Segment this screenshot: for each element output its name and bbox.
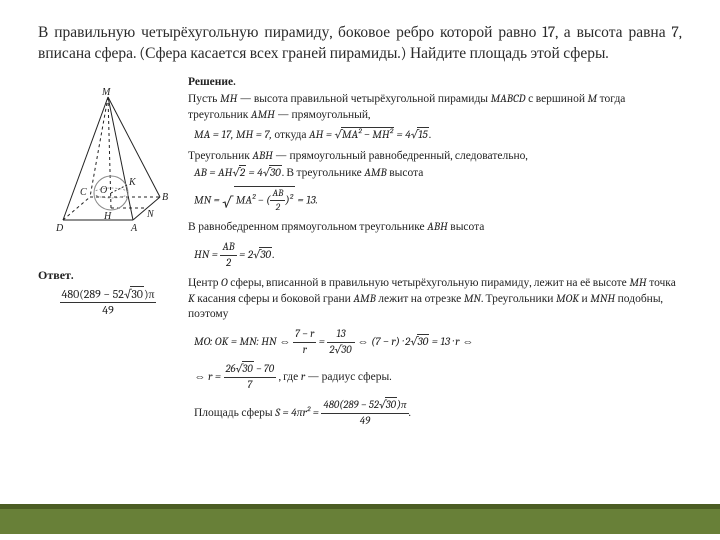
figure-pyramid: M D A B C H N O K (38, 80, 178, 250)
svg-text:O: O (100, 185, 107, 196)
svg-text:D: D (55, 223, 64, 234)
solution-heading: Решение. (188, 74, 682, 90)
slide-footer-bar (0, 504, 720, 534)
svg-text:N: N (146, 209, 155, 220)
svg-text:H: H (103, 211, 112, 222)
answer-heading: Ответ. (38, 268, 178, 283)
problem-statement: В правильную четырёхугольную пирамиду, б… (38, 22, 682, 64)
svg-text:A: A (130, 223, 138, 234)
svg-text:C: C (80, 187, 87, 198)
svg-text:K: K (128, 177, 137, 188)
answer-value: 480(289 − 5230)π 49 (38, 287, 178, 317)
svg-text:B: B (162, 192, 168, 203)
solution-body: Решение. Пусть MH — высота правильной че… (188, 74, 682, 433)
svg-text:M: M (101, 87, 111, 98)
